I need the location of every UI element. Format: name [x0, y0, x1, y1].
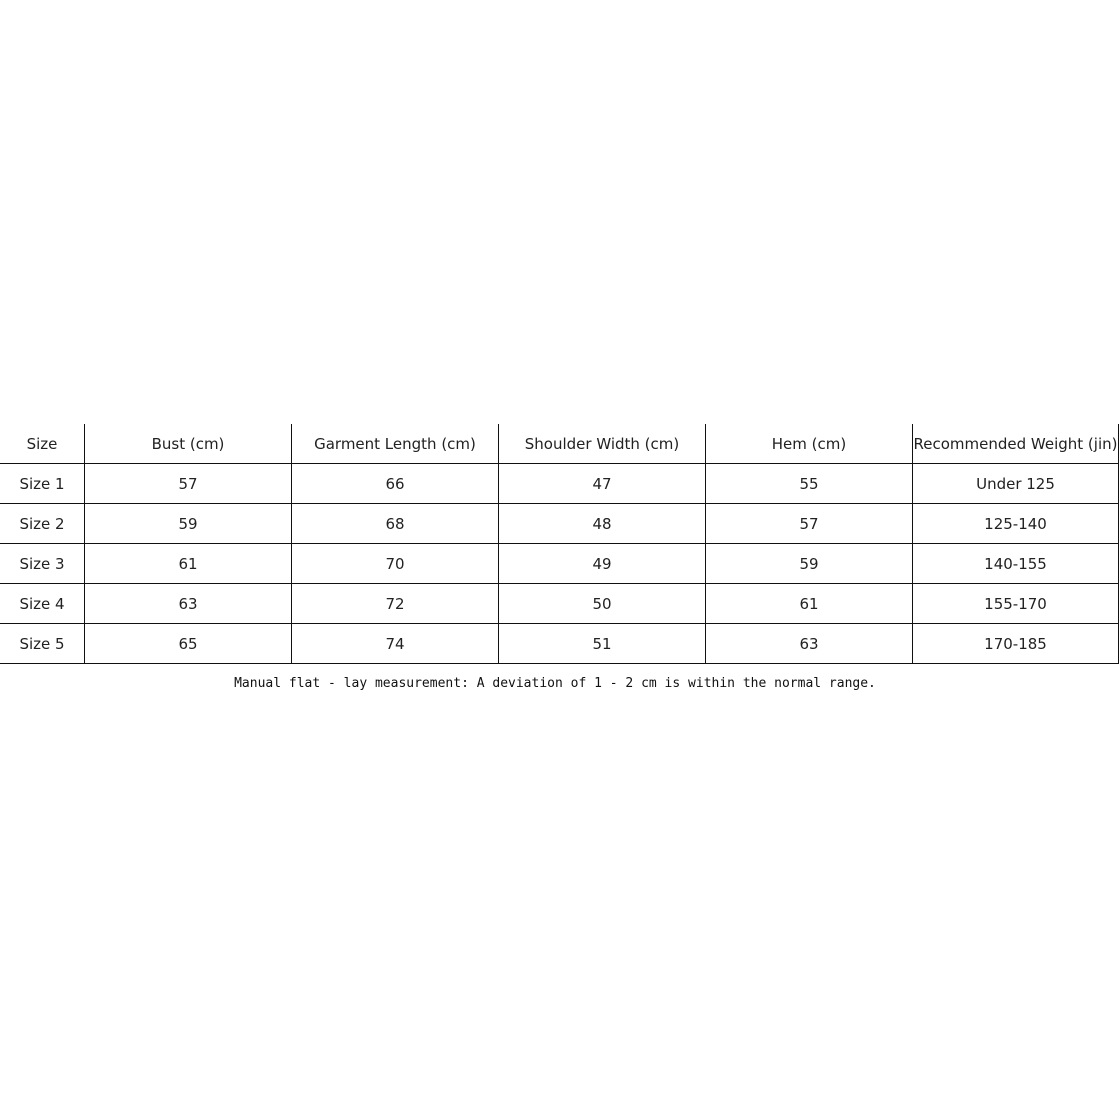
table-cell: 74: [292, 624, 499, 663]
table-cell: Size 3: [0, 544, 85, 583]
column-header: Hem (cm): [706, 424, 913, 463]
table-cell: 61: [706, 584, 913, 623]
table-row: Size 4 63 72 50 61 155-170: [0, 584, 1119, 624]
table-row: Size 5 65 74 51 63 170-185: [0, 624, 1119, 664]
table-cell: 59: [85, 504, 292, 543]
table-cell: 50: [499, 584, 706, 623]
table-cell: 55: [706, 464, 913, 503]
table-cell: 155-170: [913, 584, 1119, 623]
table-row: Size 3 61 70 49 59 140-155: [0, 544, 1119, 584]
table-row: Size 2 59 68 48 57 125-140: [0, 504, 1119, 544]
size-chart-table: Size Bust (cm) Garment Length (cm) Shoulder…: [0, 424, 1119, 664]
measurement-note: Manual flat - lay measurement: A deviati…: [234, 676, 876, 691]
column-header: Recommended Weight (jin): [913, 424, 1119, 463]
table-cell: 66: [292, 464, 499, 503]
header-row: Size Bust (cm) Garment Length (cm) Shoulder…: [0, 424, 1119, 464]
column-header: Shoulder Width (cm): [499, 424, 706, 463]
column-header: Bust (cm): [85, 424, 292, 463]
table-cell: 68: [292, 504, 499, 543]
column-header: Garment Length (cm): [292, 424, 499, 463]
table-cell: 72: [292, 584, 499, 623]
table-cell: Size 5: [0, 624, 85, 663]
table-cell: 57: [706, 504, 913, 543]
column-header: Size: [0, 424, 85, 463]
table-cell: Under 125: [913, 464, 1119, 503]
table-cell: 63: [85, 584, 292, 623]
table-cell: 70: [292, 544, 499, 583]
table-cell: 170-185: [913, 624, 1119, 663]
table-cell: 63: [706, 624, 913, 663]
table-cell: 57: [85, 464, 292, 503]
table-cell: Size 1: [0, 464, 85, 503]
table-cell: 49: [499, 544, 706, 583]
table-cell: 125-140: [913, 504, 1119, 543]
table-cell: 65: [85, 624, 292, 663]
table-cell: Size 4: [0, 584, 85, 623]
table-cell: 48: [499, 504, 706, 543]
table-row: Size 1 57 66 47 55 Under 125: [0, 464, 1119, 504]
table-cell: Size 2: [0, 504, 85, 543]
table-cell: 47: [499, 464, 706, 503]
table-cell: 140-155: [913, 544, 1119, 583]
table-cell: 61: [85, 544, 292, 583]
table-cell: 51: [499, 624, 706, 663]
table-cell: 59: [706, 544, 913, 583]
